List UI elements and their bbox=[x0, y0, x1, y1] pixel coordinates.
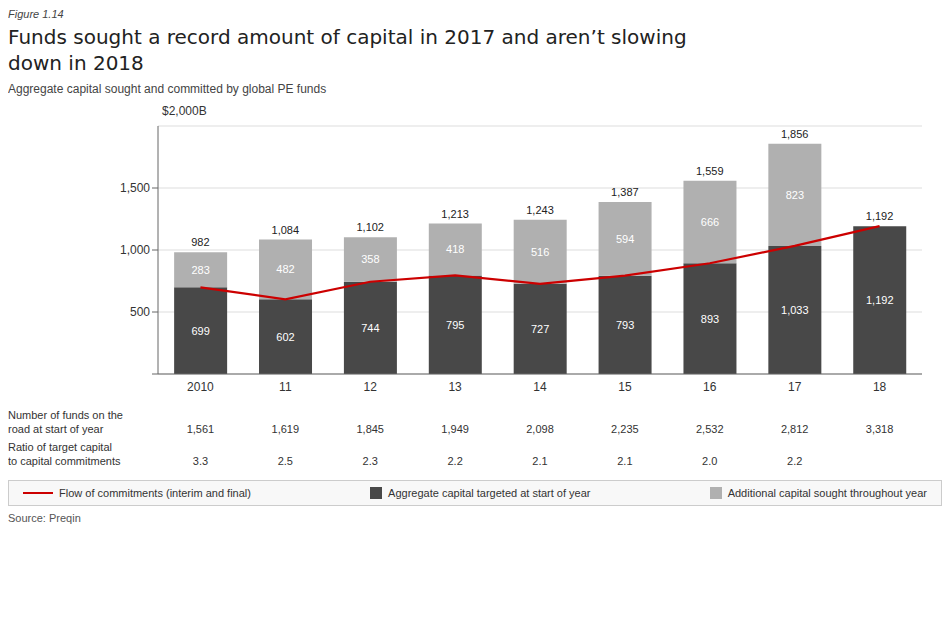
svg-text:1,213: 1,213 bbox=[441, 208, 469, 220]
html-text:2,812: 2,812 bbox=[780, 423, 809, 435]
svg-text:823: 823 bbox=[786, 189, 804, 201]
svg-text:1,033: 1,033 bbox=[781, 304, 809, 316]
svg-text:17: 17 bbox=[788, 380, 802, 394]
svg-text:18: 18 bbox=[873, 380, 887, 394]
svg-text:1,000: 1,000 bbox=[120, 243, 150, 257]
svg-text:2010: 2010 bbox=[187, 380, 214, 394]
svg-text:11: 11 bbox=[279, 380, 292, 394]
svg-text:358: 358 bbox=[361, 253, 379, 265]
svg-text:12: 12 bbox=[364, 380, 378, 394]
html-text:2,532: 2,532 bbox=[696, 423, 724, 435]
html-text:Aggregate capital sought and c: Aggregate capital sought and committed b… bbox=[8, 82, 327, 96]
svg-text:1,192: 1,192 bbox=[866, 210, 894, 222]
html-text:Ratio of target capital to cap: Ratio of target capital to capital commi… bbox=[8, 441, 121, 467]
svg-text:16: 16 bbox=[703, 380, 717, 394]
svg-text:602: 602 bbox=[276, 331, 294, 343]
html-text:Figure 1.14: Figure 1.14 bbox=[8, 8, 64, 20]
svg-text:15: 15 bbox=[618, 380, 632, 394]
html-text:2.0: 2.0 bbox=[702, 455, 718, 467]
svg-text:500: 500 bbox=[130, 305, 150, 319]
svg-text:666: 666 bbox=[701, 216, 719, 228]
svg-text:982: 982 bbox=[191, 236, 209, 248]
html-text:Source: Preqin: Source: Preqin bbox=[8, 512, 81, 524]
svg-text:1,102: 1,102 bbox=[356, 221, 384, 233]
html-text:2.1: 2.1 bbox=[617, 455, 633, 467]
html-text:Funds sought a record amount o: Funds sought a record amount of capital … bbox=[8, 25, 687, 75]
svg-text:727: 727 bbox=[531, 323, 549, 335]
html-text:Aggregate capital targeted at: Aggregate capital targeted at start of y… bbox=[388, 487, 591, 499]
svg-text:594: 594 bbox=[616, 233, 634, 245]
html-text:3.3: 3.3 bbox=[192, 455, 209, 467]
html-text:2,235: 2,235 bbox=[611, 423, 639, 435]
html-text:1,619: 1,619 bbox=[271, 423, 300, 435]
svg-text:793: 793 bbox=[616, 319, 634, 331]
html-text:Flow of commitments (interim a: Flow of commitments (interim and final) bbox=[59, 487, 251, 499]
svg-text:1,500: 1,500 bbox=[120, 181, 150, 195]
html-text:2.3: 2.3 bbox=[362, 455, 378, 467]
html-text:3,318: 3,318 bbox=[865, 423, 894, 435]
svg-text:1,084: 1,084 bbox=[272, 224, 300, 236]
svg-text:516: 516 bbox=[531, 246, 549, 258]
html-text:2.1: 2.1 bbox=[532, 455, 548, 467]
html-text:2.2: 2.2 bbox=[787, 455, 803, 467]
html-text:$2,000B: $2,000B bbox=[162, 104, 207, 118]
html-text:1,949: 1,949 bbox=[441, 423, 469, 435]
svg-text:893: 893 bbox=[701, 313, 719, 325]
svg-text:14: 14 bbox=[533, 380, 547, 394]
html-text:Additional capital sought thro: Additional capital sought throughout yea… bbox=[727, 487, 927, 499]
svg-text:13: 13 bbox=[448, 380, 462, 394]
svg-text:1,387: 1,387 bbox=[611, 186, 639, 198]
html-text:2.2: 2.2 bbox=[447, 455, 463, 467]
html-text:2,098: 2,098 bbox=[526, 423, 554, 435]
svg-text:699: 699 bbox=[191, 325, 209, 337]
svg-text:1,559: 1,559 bbox=[696, 165, 724, 177]
svg-text:482: 482 bbox=[276, 263, 294, 275]
html-text:1,845: 1,845 bbox=[356, 423, 384, 435]
svg-text:1,856: 1,856 bbox=[781, 128, 809, 140]
svg-text:744: 744 bbox=[361, 322, 379, 334]
svg-text:1,243: 1,243 bbox=[526, 204, 554, 216]
html-text:1,561: 1,561 bbox=[186, 423, 215, 435]
svg-text:1,192: 1,192 bbox=[866, 294, 894, 306]
svg-text:795: 795 bbox=[446, 319, 464, 331]
svg-text:283: 283 bbox=[191, 264, 209, 276]
html-text:Number of funds on the road at: Number of funds on the road at start of … bbox=[8, 409, 123, 435]
svg-text:418: 418 bbox=[446, 243, 464, 255]
html-text:2.5: 2.5 bbox=[277, 455, 293, 467]
